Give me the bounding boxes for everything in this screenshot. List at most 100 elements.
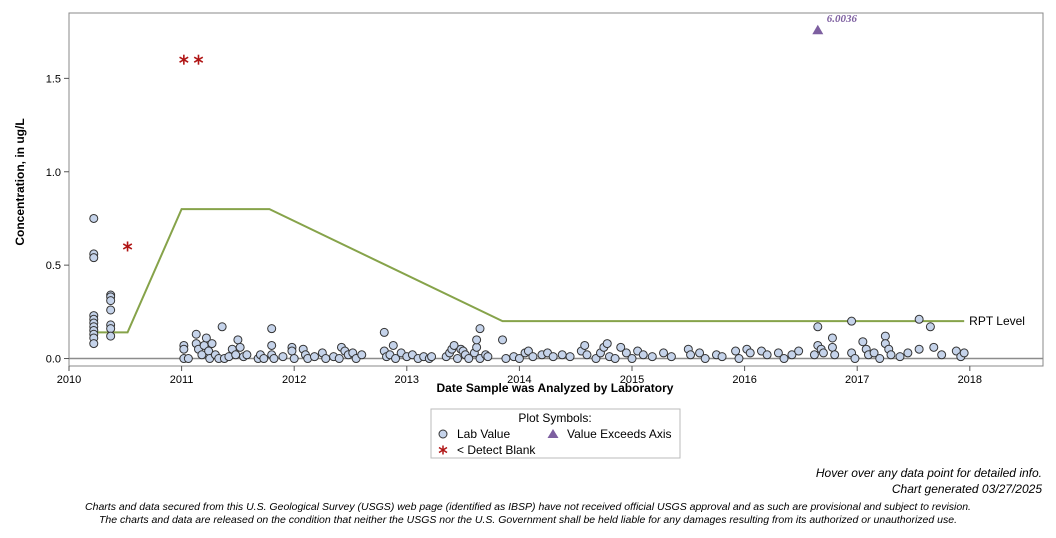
lab-value-point xyxy=(207,339,217,349)
plot-frame xyxy=(68,12,1044,367)
lab-value-point xyxy=(627,354,637,364)
lab-value-point xyxy=(179,344,189,354)
lab-value-point xyxy=(106,305,116,315)
lab-value-point xyxy=(731,346,741,356)
lab-value-point xyxy=(895,352,905,362)
lab-value-point xyxy=(717,352,727,362)
lab-value-point xyxy=(379,327,389,337)
x-tick-label: 2011 xyxy=(170,374,194,386)
y-axis-title: Concentration, in ug/L xyxy=(13,118,27,245)
lab-value-point xyxy=(929,342,939,352)
lab-value-point xyxy=(388,340,398,350)
lab-value-point xyxy=(875,354,885,364)
legend: Plot Symbols: Lab Value Value Exceeds Ax… xyxy=(430,408,681,459)
lab-value-point xyxy=(321,354,331,364)
lab-value-point xyxy=(869,348,879,358)
x-tick-label: 2017 xyxy=(845,374,869,386)
lab-value-point xyxy=(197,350,207,360)
lab-value-point xyxy=(616,342,626,352)
lab-value-point xyxy=(242,350,252,360)
y-tick-label: 1.0 xyxy=(46,167,61,179)
lab-value-point xyxy=(847,316,857,326)
lab-value-point xyxy=(557,350,567,360)
lab-value-point xyxy=(475,324,485,334)
lab-value-point xyxy=(334,354,344,364)
lab-value-point xyxy=(813,322,823,332)
lab-value-point xyxy=(472,335,482,345)
chart-generated-date: Chart generated 03/27/2025 xyxy=(891,482,1042,496)
lab-value-point xyxy=(602,339,612,349)
lab-value-point xyxy=(580,340,590,350)
x-tick-label: 2010 xyxy=(57,374,81,386)
lab-value-point xyxy=(472,342,482,352)
lab-value-point xyxy=(427,352,437,362)
lab-value-point xyxy=(106,296,116,306)
lab-value-point xyxy=(818,348,828,358)
lab-value-point xyxy=(827,333,837,343)
detect-blank-point xyxy=(193,54,204,65)
rpt-level-label: RPT Level xyxy=(969,314,1025,328)
lab-value-point xyxy=(217,322,227,332)
lab-value-point xyxy=(235,342,245,352)
lab-value-point xyxy=(858,337,868,347)
lab-value-point xyxy=(452,354,462,364)
lab-value-point xyxy=(779,354,789,364)
lab-value-point xyxy=(89,339,99,349)
lab-value-point xyxy=(231,350,241,360)
lab-value-point xyxy=(289,354,299,364)
lab-value-point xyxy=(548,352,558,362)
x-tick-label: 2018 xyxy=(958,374,982,386)
exceeds-axis-value-label: 6.0036 xyxy=(827,13,858,25)
lab-value-point xyxy=(391,354,401,364)
lab-value-point xyxy=(745,348,755,358)
disclaimer-line-2: The charts and data are released on the … xyxy=(99,514,957,526)
legend-exceeds-axis-marker xyxy=(547,429,559,438)
lab-value-point xyxy=(565,352,575,362)
lab-value-point xyxy=(659,348,669,358)
lab-value-point xyxy=(357,350,367,360)
lab-value-point xyxy=(773,348,783,358)
lab-value-point xyxy=(106,331,116,341)
lab-value-point xyxy=(278,352,288,362)
lab-value-point xyxy=(830,350,840,360)
lab-value-point xyxy=(582,350,592,360)
y-tick-label: 1.5 xyxy=(46,73,61,85)
lab-value-point xyxy=(498,335,508,345)
legend-detect-blank-label: < Detect Blank xyxy=(457,443,536,457)
lab-value-point xyxy=(809,350,819,360)
rpt-level-line xyxy=(93,208,965,334)
lab-value-point xyxy=(201,333,211,343)
lab-value-point xyxy=(886,350,896,360)
lab-value-point xyxy=(464,354,474,364)
x-tick-label: 2015 xyxy=(620,374,644,386)
lab-value-point xyxy=(695,348,705,358)
lab-value-point xyxy=(287,346,297,356)
lab-value-point xyxy=(89,253,99,263)
x-axis-title: Date Sample was Analyzed by Laboratory xyxy=(437,381,674,395)
lab-value-point xyxy=(914,344,924,354)
lab-value-point xyxy=(621,348,631,358)
x-tick-label: 2013 xyxy=(395,374,419,386)
lab-value-point xyxy=(267,340,277,350)
lab-value-point xyxy=(937,350,947,360)
lab-value-point xyxy=(183,354,193,364)
lab-value-point xyxy=(647,352,657,362)
x-tick-label: 2012 xyxy=(282,374,306,386)
disclaimer-line-1: Charts and data secured from this U.S. G… xyxy=(85,501,971,513)
lab-value-point xyxy=(528,352,538,362)
lab-value-point xyxy=(959,348,969,358)
y-tick-label: 0.5 xyxy=(46,260,61,272)
legend-lab-value-label: Lab Value xyxy=(457,427,510,441)
lab-value-point xyxy=(666,352,676,362)
hover-note: Hover over any data point for detailed i… xyxy=(815,466,1042,480)
lab-value-point xyxy=(850,354,860,364)
exceeds-axis-point xyxy=(812,24,824,35)
lab-value-point xyxy=(700,354,710,364)
lab-value-point xyxy=(925,322,935,332)
lab-value-point xyxy=(191,329,201,339)
lab-value-point xyxy=(267,324,277,334)
lab-value-point xyxy=(309,352,319,362)
detect-blank-point xyxy=(122,241,133,252)
legend-exceeds-axis-label: Value Exceeds Axis xyxy=(567,427,672,441)
